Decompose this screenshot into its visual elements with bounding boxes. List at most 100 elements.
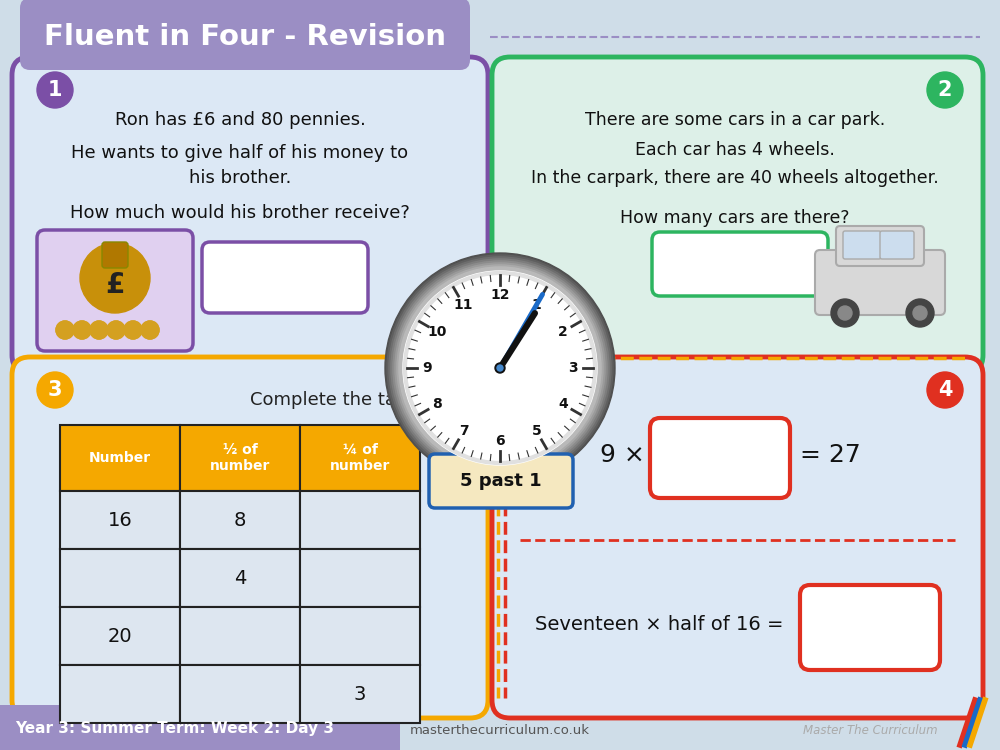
Text: ½ of
number: ½ of number [210,443,270,473]
Bar [180,491,300,549]
Text: masterthecurriculum.co.uk: masterthecurriculum.co.uk [410,724,590,736]
Text: 4: 4 [234,568,246,587]
Text: Ron has £6 and 80 pennies.: Ron has £6 and 80 pennies. [115,111,365,129]
Text: 3: 3 [48,380,62,400]
Circle shape [495,363,505,373]
Text: There are some cars in a car park.: There are some cars in a car park. [585,111,885,129]
Text: 4: 4 [558,398,568,412]
Text: Complete the table.: Complete the table. [250,391,430,409]
FancyBboxPatch shape [37,230,193,351]
Circle shape [927,72,963,108]
Circle shape [927,372,963,408]
Text: 4: 4 [938,380,952,400]
Circle shape [387,255,613,481]
Text: He wants to give half of his money to: He wants to give half of his money to [71,144,409,162]
Text: 5: 5 [532,424,541,438]
Text: 3: 3 [568,361,578,375]
FancyBboxPatch shape [102,242,128,268]
Circle shape [838,306,852,320]
Text: 7: 7 [459,424,468,438]
Text: Each car has 4 wheels.: Each car has 4 wheels. [635,141,835,159]
Bar [60,607,180,665]
FancyBboxPatch shape [202,242,368,313]
Circle shape [399,267,601,469]
Text: Number: Number [89,451,151,465]
Text: = 27: = 27 [800,443,861,467]
Circle shape [389,257,611,479]
Circle shape [397,265,603,471]
Circle shape [124,321,142,339]
Text: 5 past 1: 5 past 1 [460,472,542,490]
Circle shape [913,306,927,320]
Bar [180,665,300,723]
Circle shape [395,263,605,473]
Bar [300,607,420,665]
Circle shape [831,299,859,327]
Bar [60,425,180,491]
FancyBboxPatch shape [843,231,881,259]
Circle shape [497,365,503,371]
Text: 1: 1 [48,80,62,100]
Text: 1: 1 [532,298,541,312]
Circle shape [107,321,125,339]
FancyBboxPatch shape [652,232,828,296]
Bar [300,665,420,723]
Circle shape [73,321,91,339]
Circle shape [56,321,74,339]
FancyBboxPatch shape [800,585,940,670]
Text: Seventeen × half of 16 =: Seventeen × half of 16 = [535,616,784,634]
FancyBboxPatch shape [492,357,983,718]
Text: Year 3: Summer Term: Week 2: Day 3: Year 3: Summer Term: Week 2: Day 3 [15,721,334,736]
Text: Fluent in Four - Revision: Fluent in Four - Revision [44,23,446,51]
Text: 20: 20 [108,626,132,646]
FancyBboxPatch shape [836,226,924,266]
Circle shape [906,299,934,327]
Text: 2: 2 [558,325,568,338]
Circle shape [393,261,607,475]
Circle shape [141,321,159,339]
Text: 16: 16 [108,511,132,530]
Circle shape [37,372,73,408]
FancyBboxPatch shape [492,57,983,373]
Bar [180,549,300,607]
Bar [0,705,400,750]
Text: ¼ of
number: ¼ of number [330,443,390,473]
Text: 2: 2 [938,80,952,100]
FancyBboxPatch shape [429,454,573,508]
Text: 9: 9 [422,361,432,375]
Text: In the carpark, there are 40 wheels altogether.: In the carpark, there are 40 wheels alto… [531,169,939,187]
Bar [300,425,420,491]
Text: 8: 8 [432,398,442,412]
FancyBboxPatch shape [12,57,488,373]
Text: his brother.: his brother. [189,169,291,187]
Text: £: £ [105,271,125,299]
Bar [180,425,300,491]
Text: How many cars are there?: How many cars are there? [620,209,850,227]
Text: 3: 3 [354,685,366,703]
FancyBboxPatch shape [20,0,470,70]
Circle shape [391,259,609,477]
Text: How much would his brother receive?: How much would his brother receive? [70,204,410,222]
Bar [60,665,180,723]
Circle shape [90,321,108,339]
FancyBboxPatch shape [815,250,945,315]
Circle shape [80,243,150,313]
Text: 9 ×: 9 × [600,443,645,467]
Text: 8: 8 [234,511,246,530]
FancyBboxPatch shape [880,231,914,259]
Bar [300,491,420,549]
Bar [60,491,180,549]
Text: 10: 10 [427,325,446,338]
Text: 11: 11 [454,298,473,312]
Text: 6: 6 [495,434,505,448]
Text: 12: 12 [490,288,510,302]
Circle shape [37,72,73,108]
Bar [180,607,300,665]
Bar [300,549,420,607]
Text: Master The Curriculum: Master The Curriculum [803,724,937,736]
FancyBboxPatch shape [12,357,488,718]
Circle shape [385,253,615,483]
FancyBboxPatch shape [650,418,790,498]
Circle shape [403,271,597,465]
Bar [60,549,180,607]
